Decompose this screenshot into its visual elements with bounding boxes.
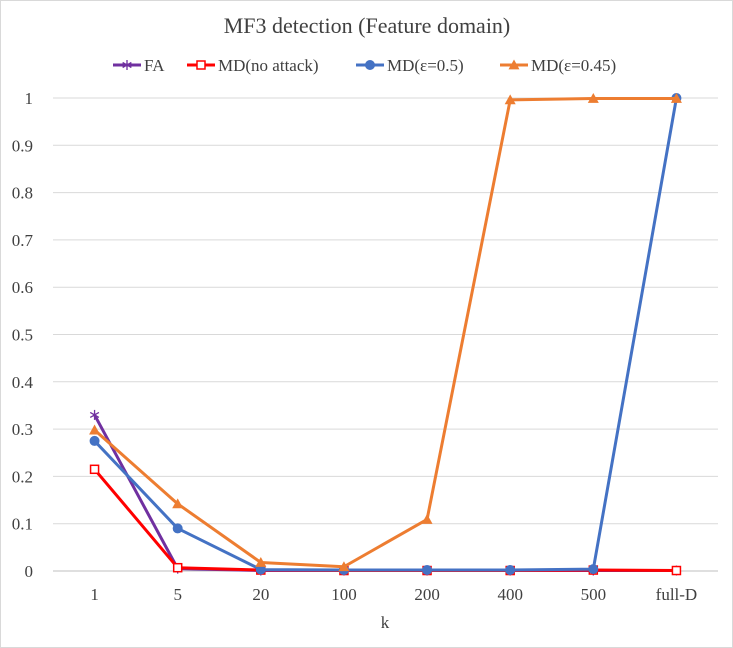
data-point <box>504 94 516 105</box>
y-tick-label: 0.5 <box>12 326 33 345</box>
data-point <box>587 92 599 103</box>
legend-label: MD(ε=0.5) <box>387 56 464 75</box>
y-tick-label: 0.6 <box>12 278 33 297</box>
y-tick-label: 0.8 <box>12 184 33 203</box>
legend-entry: MD(ε=0.5) <box>356 56 464 75</box>
series-line <box>93 96 678 569</box>
data-point <box>671 565 682 576</box>
series-0 <box>89 409 682 576</box>
data-point <box>89 424 101 435</box>
data-point <box>338 561 350 572</box>
series-line <box>93 96 678 572</box>
data-point <box>89 464 100 475</box>
y-tick-label: 0.7 <box>12 231 34 250</box>
x-tick-label: 1 <box>90 585 99 604</box>
data-point <box>422 565 433 576</box>
legend-swatch-marker <box>365 60 375 70</box>
y-tick-label: 1 <box>25 89 34 108</box>
legend-swatch-marker <box>196 60 206 70</box>
y-tick-label: 0 <box>25 562 34 581</box>
y-tick-label: 0.4 <box>12 373 34 392</box>
legend-label: FA <box>144 56 165 75</box>
x-tick-label: 100 <box>331 585 357 604</box>
data-point <box>588 564 599 575</box>
x-tick-label: 500 <box>581 585 607 604</box>
x-tick-label: 400 <box>497 585 523 604</box>
x-tick-label: 5 <box>173 585 182 604</box>
legend: FA MD(no attack) MD(ε=0.5) MD(ε=0.45) <box>113 56 616 75</box>
y-tick-label: 0.3 <box>12 420 33 439</box>
legend-entry: FA <box>113 56 165 75</box>
data-point <box>505 565 516 576</box>
legend-label: MD(ε=0.45) <box>531 56 616 75</box>
y-tick-label: 0.1 <box>12 515 33 534</box>
legend-label: MD(no attack) <box>218 56 319 75</box>
data-point <box>421 513 433 524</box>
data-point <box>172 498 184 509</box>
y-tick-label: 0.9 <box>12 136 33 155</box>
axes: 0 0.1 0.2 0.3 0.4 0.5 0.6 0.7 0.8 0.9 1 1 5 20 100 200 4… <box>12 89 718 604</box>
data-point <box>670 92 682 103</box>
data-point <box>89 409 100 420</box>
gridlines <box>53 97 718 525</box>
series-line <box>93 413 678 573</box>
data-point <box>89 435 100 446</box>
series-line <box>93 467 678 573</box>
legend-swatch-marker <box>122 60 132 70</box>
series-1 <box>89 464 682 576</box>
data-point <box>172 523 183 534</box>
x-tick-label: 20 <box>252 585 269 604</box>
legend-swatch-marker <box>508 59 520 70</box>
data-point <box>255 556 267 567</box>
data-point <box>172 562 183 573</box>
x-tick-label: full-D <box>656 585 698 604</box>
legend-entry: MD(ε=0.45) <box>500 56 616 75</box>
series-lines <box>89 92 682 576</box>
y-tick-label: 0.2 <box>12 467 33 486</box>
x-axis-title: k <box>381 613 390 632</box>
series-3 <box>89 92 682 572</box>
legend-entry: MD(no attack) <box>187 56 319 75</box>
x-tick-label: 200 <box>414 585 440 604</box>
chart-title: MF3 detection (Feature domain) <box>224 13 511 38</box>
